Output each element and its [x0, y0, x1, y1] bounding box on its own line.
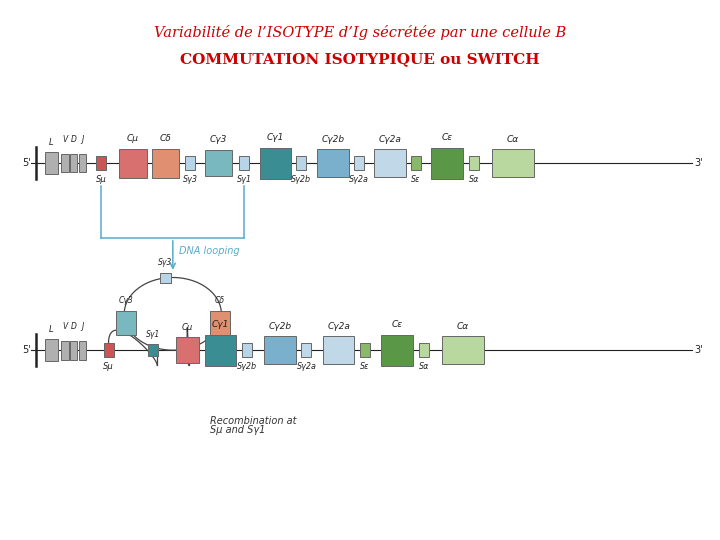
FancyBboxPatch shape — [242, 343, 252, 357]
FancyBboxPatch shape — [239, 156, 249, 170]
Text: V: V — [63, 136, 68, 144]
Text: Sμ: Sμ — [103, 362, 114, 372]
Text: Sγ2a: Sγ2a — [297, 362, 316, 372]
FancyBboxPatch shape — [152, 148, 179, 178]
FancyBboxPatch shape — [45, 339, 58, 361]
FancyBboxPatch shape — [442, 336, 484, 364]
FancyBboxPatch shape — [264, 336, 296, 364]
FancyBboxPatch shape — [410, 156, 420, 170]
Text: 3': 3' — [694, 158, 703, 168]
Text: DNA looping: DNA looping — [179, 246, 239, 256]
FancyBboxPatch shape — [176, 338, 199, 363]
FancyBboxPatch shape — [70, 154, 77, 172]
FancyBboxPatch shape — [160, 273, 171, 284]
Text: Cγ1: Cγ1 — [212, 320, 230, 329]
Text: Sα: Sα — [419, 362, 430, 372]
FancyBboxPatch shape — [302, 343, 312, 357]
Text: Cε: Cε — [441, 133, 453, 142]
Text: Sμ: Sμ — [96, 176, 107, 184]
FancyBboxPatch shape — [492, 149, 534, 177]
Text: Sμ and Sγ1: Sμ and Sγ1 — [210, 426, 266, 435]
FancyBboxPatch shape — [205, 150, 232, 177]
FancyBboxPatch shape — [185, 156, 195, 170]
FancyBboxPatch shape — [61, 154, 68, 172]
Text: Cμ: Cμ — [127, 134, 139, 143]
Text: Recombination at: Recombination at — [210, 416, 297, 426]
Text: Sγ1: Sγ1 — [145, 330, 160, 339]
FancyBboxPatch shape — [382, 335, 413, 366]
Text: Sγ1: Sγ1 — [237, 176, 252, 184]
FancyBboxPatch shape — [260, 147, 292, 179]
FancyBboxPatch shape — [96, 156, 107, 170]
Text: 3': 3' — [694, 345, 703, 355]
Text: Sγ3: Sγ3 — [182, 176, 197, 184]
Text: Cγ3: Cγ3 — [210, 136, 228, 144]
Text: Cδ: Cδ — [215, 296, 225, 305]
Text: Cα: Cα — [507, 135, 519, 144]
FancyBboxPatch shape — [360, 343, 370, 357]
Text: Cμ: Cμ — [181, 323, 193, 332]
Text: J: J — [81, 136, 84, 144]
FancyBboxPatch shape — [354, 156, 364, 170]
Text: Sγ2b: Sγ2b — [237, 362, 257, 372]
Text: 5': 5' — [22, 345, 32, 355]
Text: Cδ: Cδ — [160, 134, 171, 143]
Text: Variabilité de l’ISOTYPE d’Ig sécrétée par une cellule B: Variabilité de l’ISOTYPE d’Ig sécrétée p… — [154, 25, 566, 39]
FancyBboxPatch shape — [116, 310, 136, 335]
FancyBboxPatch shape — [323, 336, 354, 364]
Text: Sγ2a: Sγ2a — [348, 176, 369, 184]
Text: Cα: Cα — [456, 322, 469, 331]
Text: Sα: Sα — [469, 176, 480, 184]
FancyBboxPatch shape — [374, 149, 406, 177]
FancyBboxPatch shape — [78, 341, 86, 360]
Text: Cγ2b: Cγ2b — [321, 135, 344, 144]
Text: Cγ1: Cγ1 — [267, 133, 284, 142]
FancyBboxPatch shape — [297, 156, 307, 170]
Text: Cε: Cε — [392, 320, 402, 329]
Text: Sε: Sε — [411, 176, 420, 184]
FancyBboxPatch shape — [78, 154, 86, 172]
FancyBboxPatch shape — [119, 148, 147, 178]
Text: V: V — [63, 322, 68, 332]
Text: Cγ2b: Cγ2b — [269, 322, 292, 331]
Text: Sγ2b: Sγ2b — [292, 176, 312, 184]
FancyBboxPatch shape — [70, 341, 77, 360]
FancyBboxPatch shape — [210, 310, 230, 335]
FancyBboxPatch shape — [317, 149, 348, 177]
Text: Cγ2a: Cγ2a — [379, 135, 402, 144]
Text: D: D — [71, 136, 76, 144]
Text: Sγ3: Sγ3 — [158, 258, 173, 267]
Text: Cγ3: Cγ3 — [118, 296, 133, 305]
Text: Cγ2a: Cγ2a — [327, 322, 350, 331]
FancyBboxPatch shape — [104, 343, 114, 357]
Text: COMMUTATION ISOTYPIQUE ou SWITCH: COMMUTATION ISOTYPIQUE ou SWITCH — [180, 52, 540, 66]
FancyBboxPatch shape — [419, 343, 429, 357]
FancyBboxPatch shape — [205, 335, 236, 366]
Text: L: L — [49, 138, 54, 146]
Text: D: D — [71, 322, 76, 332]
FancyBboxPatch shape — [469, 156, 480, 170]
FancyBboxPatch shape — [148, 345, 158, 356]
Text: Sε: Sε — [360, 362, 370, 372]
Text: J: J — [81, 322, 84, 332]
FancyBboxPatch shape — [45, 152, 58, 174]
FancyBboxPatch shape — [431, 147, 463, 179]
Text: L: L — [49, 325, 54, 334]
Text: 5': 5' — [22, 158, 32, 168]
FancyBboxPatch shape — [61, 341, 68, 360]
